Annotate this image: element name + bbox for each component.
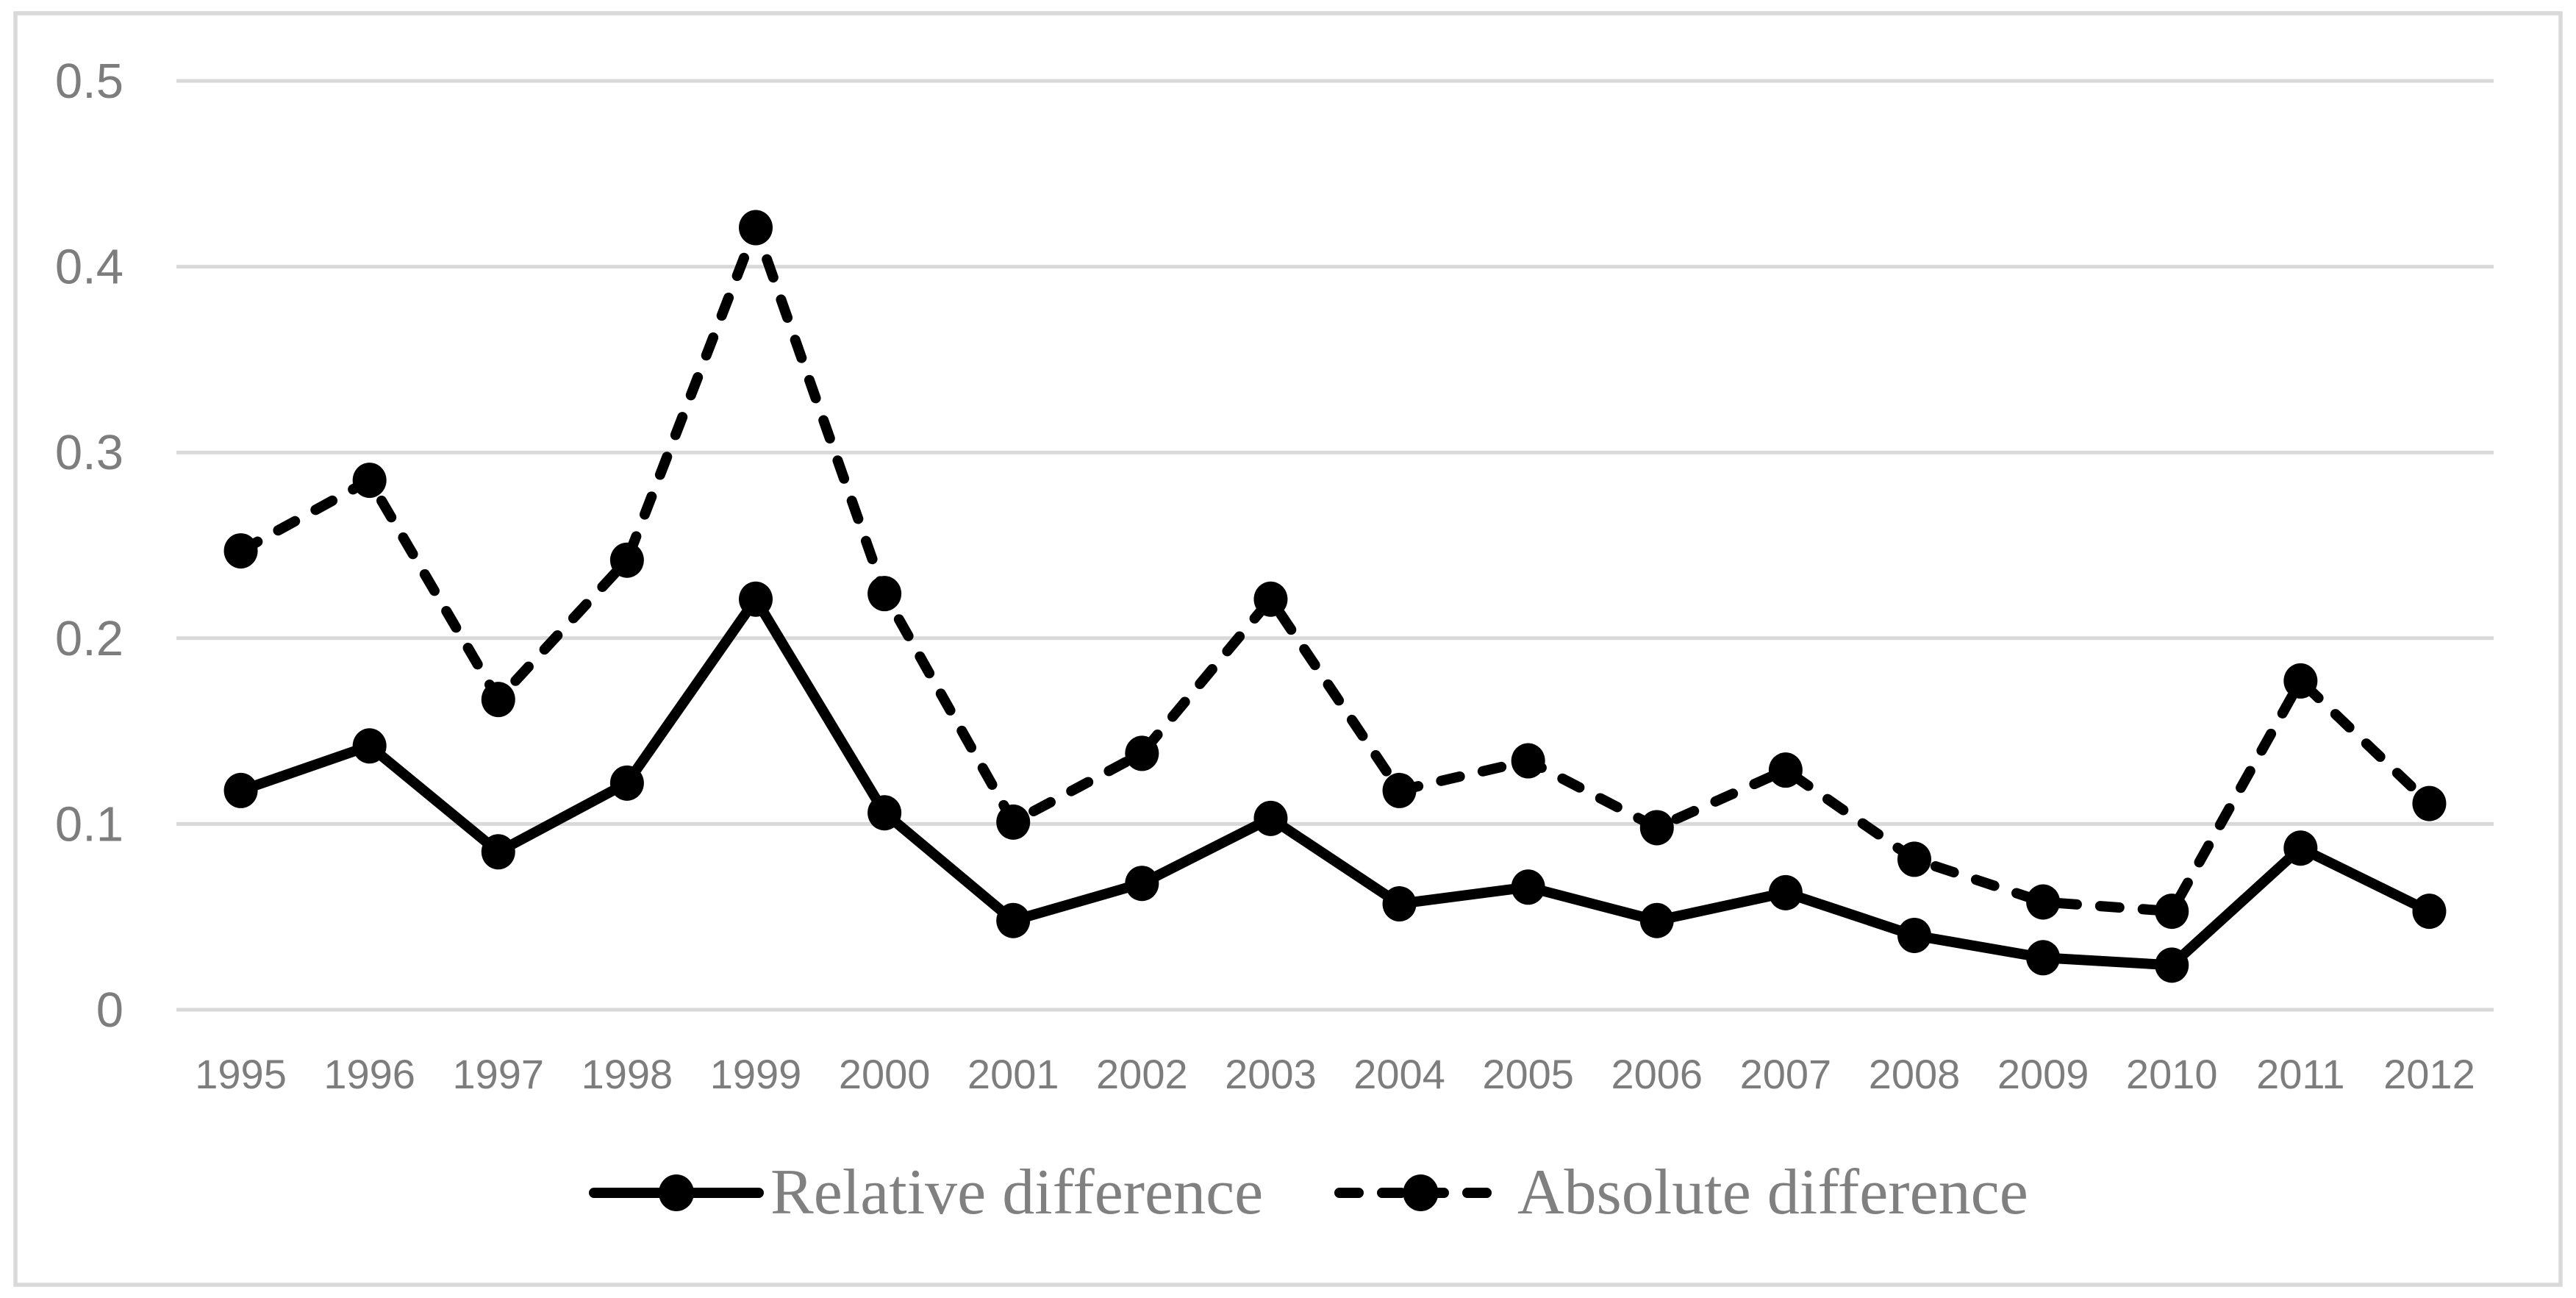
- data-point-marker: [1897, 841, 1931, 877]
- data-point-marker: [1253, 581, 1288, 617]
- data-point-marker: [1511, 869, 1545, 905]
- x-tick-label: 2003: [1225, 1051, 1317, 1097]
- x-tick-label: 2004: [1353, 1051, 1445, 1097]
- y-tick-label: 0.4: [55, 240, 124, 295]
- x-tick-label: 2012: [2383, 1051, 2475, 1097]
- data-point-marker: [609, 765, 644, 801]
- x-tick-label: 1998: [582, 1051, 673, 1097]
- data-point-marker: [739, 581, 773, 617]
- y-tick-label: 0.2: [55, 611, 124, 666]
- x-tick-label: 1995: [195, 1051, 287, 1097]
- x-tick-label: 2001: [967, 1051, 1059, 1097]
- data-point-marker: [2283, 830, 2318, 866]
- data-point-marker: [2026, 884, 2061, 920]
- x-tick-label: 1996: [323, 1051, 415, 1097]
- data-point-marker: [1125, 735, 1159, 771]
- x-tick-label: 2008: [1869, 1051, 1961, 1097]
- data-point-marker: [867, 795, 902, 831]
- data-point-marker: [352, 728, 387, 764]
- data-point-marker: [2026, 940, 2061, 976]
- x-tick-label: 2000: [839, 1051, 931, 1097]
- legend-key-marker: [659, 1174, 694, 1211]
- x-tick-label: 2009: [1997, 1051, 2089, 1097]
- y-tick-label: 0.3: [55, 425, 124, 480]
- data-point-marker: [1639, 810, 1674, 846]
- legend-label: Absolute difference: [1517, 1157, 2028, 1228]
- data-point-marker: [2155, 894, 2189, 930]
- x-tick-label: 1999: [710, 1051, 802, 1097]
- x-tick-label: 2002: [1096, 1051, 1188, 1097]
- x-tick-label: 2006: [1611, 1051, 1703, 1097]
- chart-border: [13, 11, 2563, 1287]
- data-point-marker: [1511, 743, 1545, 779]
- data-point-marker: [2412, 785, 2447, 821]
- x-tick-label: 2005: [1482, 1051, 1574, 1097]
- series-line-solid: [235, 593, 2435, 971]
- data-point-marker: [996, 902, 1031, 938]
- data-point-marker: [352, 463, 387, 499]
- y-tick-label: 0.1: [55, 796, 124, 852]
- data-point-marker: [996, 804, 1031, 840]
- data-point-marker: [867, 576, 902, 612]
- x-tick-label: 1997: [452, 1051, 544, 1097]
- y-tick-label: 0: [96, 983, 124, 1038]
- data-point-marker: [1768, 752, 1803, 788]
- data-point-marker: [1382, 886, 1417, 922]
- data-point-marker: [2155, 947, 2189, 983]
- data-point-marker: [1253, 800, 1288, 836]
- series-line-dashed: [235, 222, 2435, 917]
- data-point-marker: [2283, 663, 2318, 699]
- data-point-marker: [739, 210, 773, 246]
- data-point-marker: [1768, 874, 1803, 910]
- data-point-marker: [1382, 772, 1417, 808]
- data-point-marker: [481, 682, 515, 718]
- data-point-marker: [1639, 902, 1674, 938]
- x-tick-label: 2007: [1740, 1051, 1832, 1097]
- data-point-marker: [2412, 894, 2447, 930]
- data-point-marker: [1897, 917, 1931, 953]
- legend-label: Relative difference: [770, 1157, 1263, 1228]
- data-point-marker: [609, 542, 644, 578]
- data-point-marker: [223, 533, 258, 569]
- x-tick-label: 2011: [2256, 1051, 2344, 1097]
- data-point-marker: [223, 772, 258, 808]
- x-tick-label: 2010: [2126, 1051, 2218, 1097]
- data-point-marker: [1125, 866, 1159, 902]
- legend-key-marker: [1403, 1174, 1439, 1211]
- data-point-marker: [481, 834, 515, 870]
- y-tick-label: 0.5: [55, 54, 124, 109]
